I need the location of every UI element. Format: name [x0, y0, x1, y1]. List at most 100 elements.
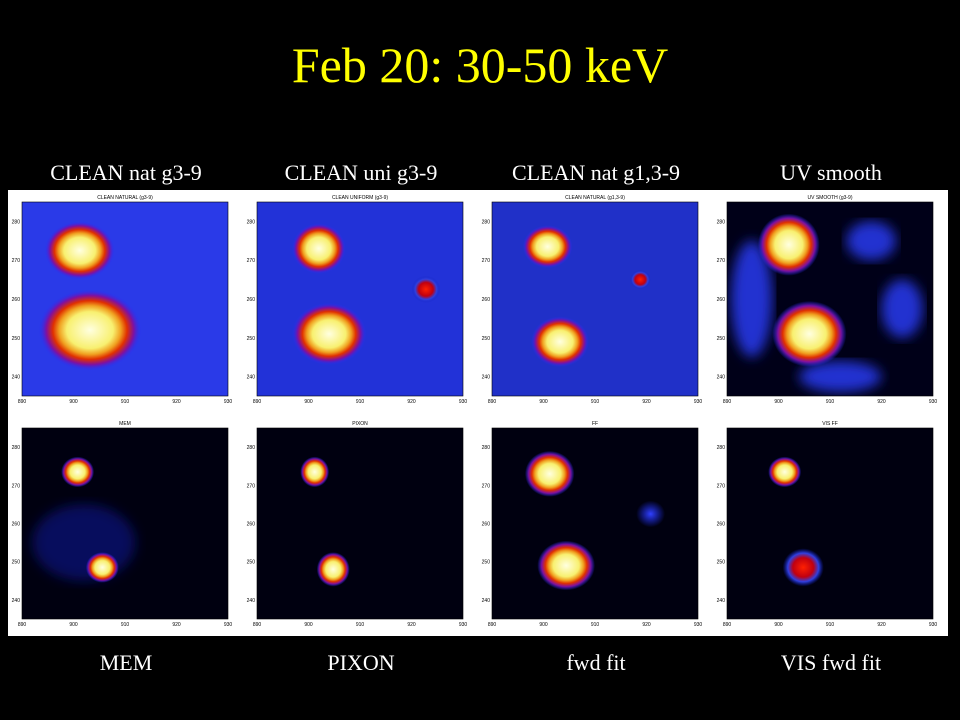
x-tick-label: 890 — [723, 622, 732, 628]
y-tick-label: 250 — [717, 560, 726, 566]
slide-title: Feb 20: 30-50 keV — [292, 37, 668, 93]
y-tick-label: 270 — [247, 258, 256, 264]
y-tick-label: 280 — [247, 445, 256, 451]
source-blob — [636, 500, 666, 528]
x-tick-label: 890 — [18, 622, 27, 628]
image-panel: VIS FF 280 270 260 250 240 890 900 910 920 930 — [717, 421, 938, 628]
panel-caption: fwd fit — [566, 650, 625, 675]
y-tick-label: 250 — [717, 336, 726, 342]
source-blob — [782, 548, 824, 587]
panel-caption: VIS fwd fit — [781, 650, 881, 675]
y-tick-label: 270 — [12, 258, 21, 264]
x-tick-label: 910 — [591, 622, 600, 628]
x-tick-label: 900 — [774, 399, 783, 405]
source-blob — [537, 540, 595, 591]
y-tick-label: 260 — [482, 522, 491, 528]
x-tick-label: 890 — [723, 399, 732, 405]
y-tick-label: 280 — [717, 445, 726, 451]
image-panel: MEM 280 270 260 250 240 890 900 910 920 930 — [12, 421, 233, 628]
source-blob — [292, 223, 346, 274]
y-tick-label: 260 — [247, 297, 256, 303]
y-tick-label: 250 — [12, 336, 21, 342]
panel-caption: CLEAN nat g1,3-9 — [512, 160, 680, 185]
y-tick-label: 240 — [717, 375, 726, 381]
plot-border — [256, 201, 464, 397]
x-tick-label: 900 — [304, 622, 313, 628]
plot-border — [491, 427, 699, 620]
x-tick-label: 910 — [121, 399, 130, 405]
x-tick-label: 900 — [539, 399, 548, 405]
x-tick-label: 890 — [488, 622, 497, 628]
haze — [731, 240, 773, 358]
plot-border — [256, 427, 464, 620]
image-panel: CLEAN UNIFORM (g3-9) 280 270 260 250 240 890 90… — [247, 195, 468, 405]
x-tick-label: 910 — [121, 622, 130, 628]
source-blob — [630, 269, 651, 290]
source-blob — [522, 225, 573, 268]
x-tick-label: 920 — [172, 399, 181, 405]
y-tick-label: 240 — [717, 598, 726, 604]
plot-title: CLEAN NATURAL (g1,3-9) — [565, 195, 625, 201]
x-tick-label: 920 — [877, 399, 886, 405]
y-tick-label: 270 — [482, 258, 491, 264]
image-panel: CLEAN NATURAL (g1,3-9) 280 270 260 250 240 890… — [482, 195, 703, 405]
x-tick-label: 920 — [642, 622, 651, 628]
y-tick-label: 280 — [12, 445, 21, 451]
y-tick-label: 260 — [717, 297, 726, 303]
plot-title: FF — [592, 421, 598, 427]
y-tick-label: 270 — [717, 483, 726, 489]
x-tick-label: 920 — [877, 622, 886, 628]
x-tick-label: 900 — [69, 399, 78, 405]
plot-area — [492, 202, 698, 396]
y-tick-label: 260 — [717, 522, 726, 528]
x-tick-label: 930 — [694, 622, 703, 628]
x-tick-label: 900 — [304, 399, 313, 405]
source-blob — [524, 450, 575, 497]
plot-border — [491, 201, 699, 397]
plot-area — [257, 428, 463, 619]
image-panel: FF 280 270 260 250 240 890 900 910 920 930 — [482, 421, 703, 628]
x-tick-label: 920 — [642, 399, 651, 405]
source-blob — [757, 213, 820, 276]
plot-area — [727, 428, 933, 619]
x-tick-label: 920 — [407, 399, 416, 405]
plot-border — [21, 201, 229, 397]
x-tick-label: 930 — [224, 399, 233, 405]
plot-border — [21, 427, 229, 620]
x-tick-label: 890 — [488, 399, 497, 405]
y-tick-label: 270 — [482, 483, 491, 489]
source-blob — [61, 456, 95, 488]
source-blob — [531, 316, 589, 367]
x-tick-label: 890 — [18, 399, 27, 405]
x-tick-label: 930 — [929, 399, 938, 405]
x-tick-label: 900 — [69, 622, 78, 628]
haze — [32, 504, 136, 581]
y-tick-label: 280 — [717, 219, 726, 225]
y-tick-label: 250 — [482, 560, 491, 566]
y-tick-label: 250 — [12, 560, 21, 566]
source-blob — [411, 275, 441, 303]
y-tick-label: 280 — [482, 445, 491, 451]
y-tick-label: 240 — [247, 375, 256, 381]
x-tick-label: 910 — [826, 399, 835, 405]
panel-caption: UV smooth — [780, 160, 882, 185]
x-tick-label: 890 — [253, 399, 262, 405]
panel-caption: CLEAN nat g3-9 — [50, 160, 202, 185]
y-tick-label: 280 — [482, 219, 491, 225]
plot-title: VIS FF — [822, 421, 838, 427]
x-tick-label: 910 — [356, 399, 365, 405]
y-tick-label: 260 — [247, 522, 256, 528]
x-tick-label: 920 — [172, 622, 181, 628]
y-tick-label: 270 — [247, 483, 256, 489]
source-blob — [44, 221, 115, 280]
plot-area — [22, 202, 228, 396]
x-tick-label: 930 — [224, 622, 233, 628]
haze — [799, 361, 882, 393]
haze — [881, 279, 923, 338]
source-blob — [300, 456, 330, 488]
y-tick-label: 250 — [247, 336, 256, 342]
haze — [846, 221, 896, 261]
plot-border — [726, 427, 934, 620]
x-tick-label: 890 — [253, 622, 262, 628]
